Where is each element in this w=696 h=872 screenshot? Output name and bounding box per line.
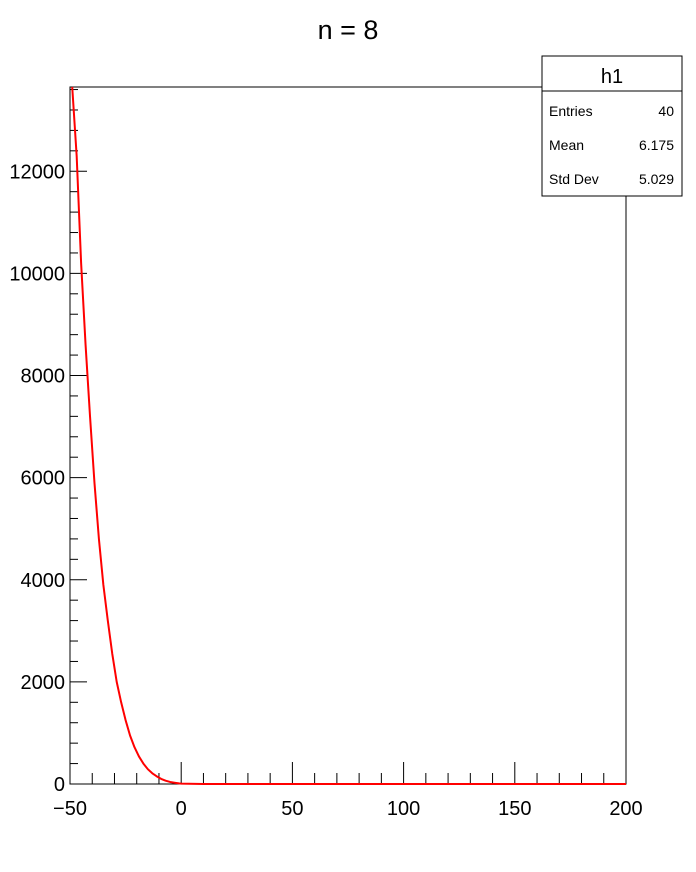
stats-box-frame [541, 55, 683, 197]
series-line-0 [71, 86, 626, 785]
stats-mean-label: Mean [549, 137, 584, 153]
x-tick-label: 0 [176, 798, 187, 820]
series-layer [71, 86, 626, 785]
chart-title: n = 8 [318, 15, 379, 45]
stats-entries-value: 40 [658, 103, 674, 119]
y-tick-label: 8000 [21, 366, 66, 388]
y-axis: 0 2000 4000 6000 8000 10000 12000 [9, 89, 87, 796]
x-axis: −50 0 50 100 150 200 [53, 762, 643, 820]
x-tick-label: 100 [387, 798, 420, 820]
y-tick-label: 12000 [9, 161, 65, 183]
stats-mean-value: 6.175 [639, 137, 674, 153]
stats-stddev-value: 5.029 [639, 171, 674, 187]
stats-box: h1 Entries 40 Mean 6.175 Std Dev 5.029 [541, 55, 683, 197]
y-tick-label: 4000 [21, 570, 66, 592]
y-tick-label: 10000 [9, 263, 65, 285]
x-tick-label: 150 [498, 798, 531, 820]
stats-entries-label: Entries [549, 103, 593, 119]
x-tick-label: 50 [281, 798, 303, 820]
x-tick-label: −50 [53, 798, 87, 820]
y-tick-label: 6000 [21, 468, 66, 490]
stats-stddev-label: Std Dev [549, 171, 599, 187]
y-tick-label: 0 [54, 774, 65, 796]
y-tick-label: 2000 [21, 672, 66, 694]
x-tick-label: 200 [609, 798, 642, 820]
stats-box-title: h1 [601, 66, 623, 88]
